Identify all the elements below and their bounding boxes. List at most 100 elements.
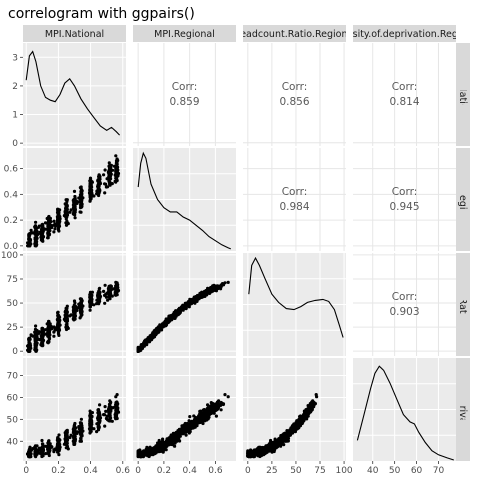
panel [133,43,236,146]
scatter-point [43,328,48,332]
scatter-point [220,402,225,406]
scatter-point [96,425,100,429]
scatter-point [148,337,152,341]
scatter-point [267,442,272,446]
scatter-point [115,157,119,161]
scatter-point [96,292,100,296]
y-tick-label: 75 [7,275,18,285]
scatter-point [57,213,61,217]
scatter-point [106,185,110,189]
scatter-point [186,427,190,431]
scatter-point [184,429,188,433]
scatter-point [144,453,148,457]
scatter-points [26,154,121,248]
correlation-value: 0.903 [389,306,419,318]
scatter-point [186,303,190,307]
scatter-point [102,173,106,177]
row-strip [456,358,470,461]
scatter-point [147,454,151,459]
scatter-point [184,433,188,437]
scatter-point [160,449,164,453]
scatter-point [108,401,112,405]
scatter-point [95,189,99,193]
scatter-point [208,288,212,292]
scatter-point [88,199,92,203]
scatter-point [263,448,267,452]
scatter-point [92,303,96,307]
scatter-point [174,313,178,317]
scatter-point [40,232,44,237]
density-curve [248,256,344,338]
panel [133,358,236,461]
scatter-point [52,230,56,234]
x-tick-label: 75 [314,466,325,476]
panel-background [353,148,456,251]
scatter-point [181,431,185,435]
scatter-point [98,403,102,407]
scatter-point [164,448,168,452]
scatter-point [110,294,114,298]
scatter-point [107,172,111,176]
row-strip-label: MPI.National [457,65,468,124]
x-tick-label: 0 [135,466,141,476]
scatter-point [191,422,195,426]
scatter-point [281,437,285,441]
scatter-point [258,448,262,452]
scatter-point [292,422,296,426]
scatter-point [165,444,169,448]
x-tick-label: 0.2 [157,466,171,476]
x-tick-label: 0.4 [182,466,197,476]
scatter-point [71,203,75,207]
scatter-point [88,181,92,185]
scatter-point [52,219,56,223]
correlation-label: Corr: [172,81,198,93]
scatter-points [246,393,319,459]
scatter-point [192,414,196,418]
row-strip-label: Headcount.Ratio.Regional [457,243,468,366]
scatter-point [208,409,212,414]
scatter-point [92,194,96,198]
scatter-point [73,301,77,305]
scatter-point [103,283,107,287]
scatter-point [201,295,205,299]
scatter-point [177,431,181,435]
scatter-point [65,304,69,308]
panel-grid: MPI.National MPI.National MPI.Regional MPI.… [1,25,480,476]
scatter-point [65,325,69,329]
panel-background [353,43,456,146]
y-tick-label: 60 [7,393,19,403]
scatter-point [65,434,69,438]
scatter-point [88,308,92,312]
scatter-point [57,438,61,442]
scatter-point [57,329,61,333]
scatter-point [95,298,99,302]
scatter-point [40,335,44,339]
scatter-point [35,328,39,333]
panel [243,148,346,251]
scatter-point [113,292,117,296]
y-tick-label: 50 [7,415,19,425]
scatter-point [44,452,48,456]
scatter-point [79,423,83,427]
column-strip-label: Intensity.of.deprivation.Regional [328,29,480,40]
scatter-point [285,439,289,443]
scatter-point [41,236,45,240]
scatter-point [114,154,118,158]
scatter-point [89,296,93,301]
scatter-point [103,191,107,195]
scatter-point [219,285,223,289]
scatter-point [212,405,216,409]
scatter-point [115,289,119,293]
scatter-point [55,326,59,330]
x-tick-label: 25 [266,466,277,476]
panel [243,358,346,461]
scatter-point [34,333,38,337]
scatter-point [52,325,56,329]
scatter-point [214,414,218,418]
scatter-point [187,419,191,423]
scatter-point [106,418,110,422]
scatter-point [65,445,69,449]
scatter-point [80,189,84,193]
density-curve [356,365,454,461]
scatter-point [71,308,75,312]
